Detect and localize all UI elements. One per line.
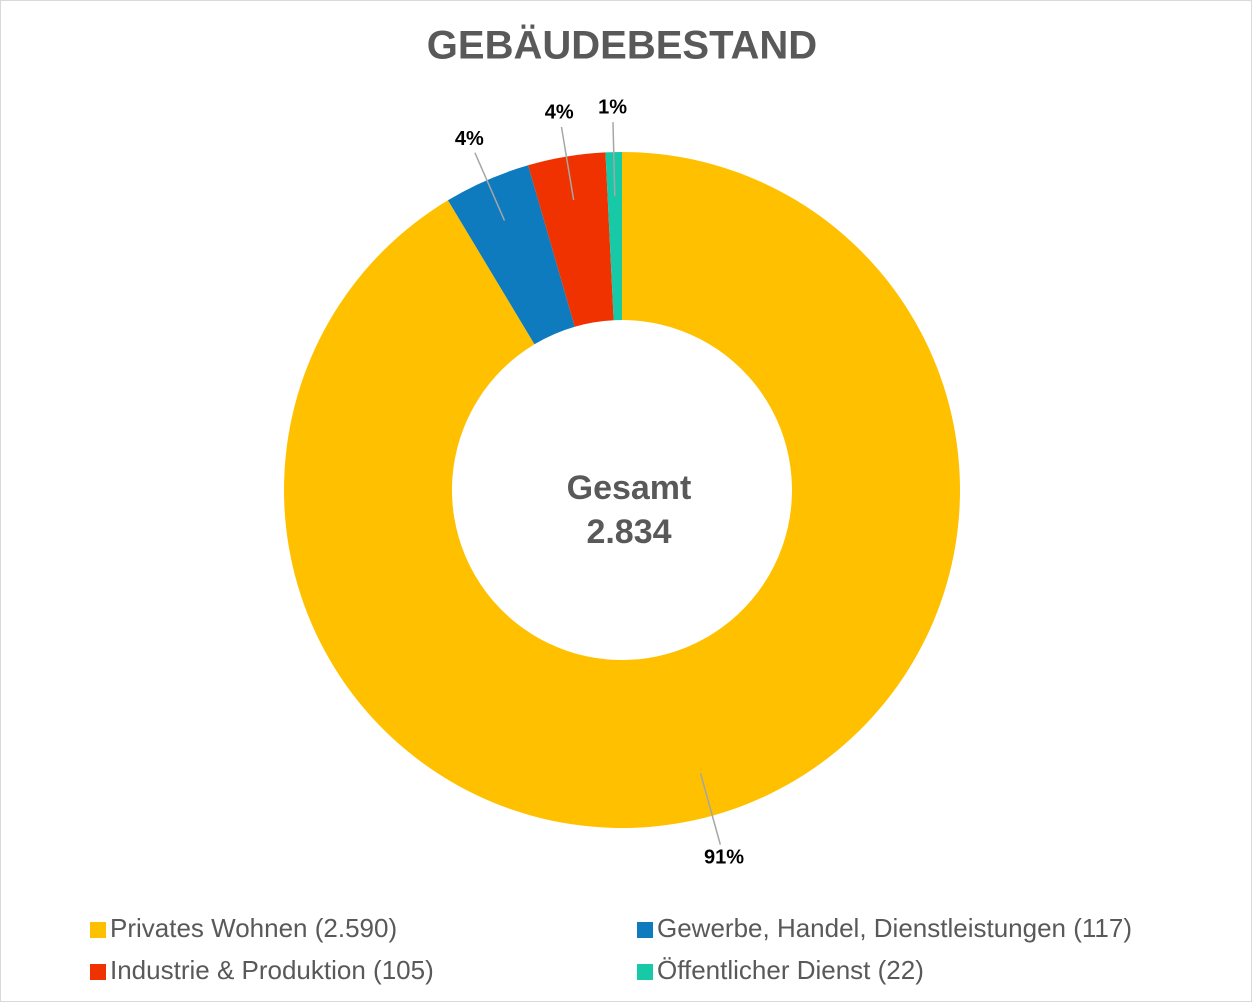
chart-title: GEBÄUDEBESTAND [427,24,817,68]
legend-swatch [637,964,653,980]
center-label: Gesamt [567,469,692,507]
slice [447,165,575,345]
legend-label: Gewerbe, Handel, Dienstleistungen (117) [657,913,1132,943]
legend-label: Privates Wohnen (2.590) [110,913,397,943]
leader-line [474,152,506,221]
data-label: 91% [704,846,744,868]
slice [528,152,614,327]
leader-line [699,773,722,845]
center-value: 2.834 [586,513,671,551]
legend-swatch [637,922,653,938]
data-label: 4% [455,128,484,150]
legend-label: Industrie & Produktion (105) [110,955,434,985]
legend-swatch [90,964,106,980]
legend-swatch [90,922,106,938]
data-label: 1% [598,96,627,118]
slice [605,152,622,321]
data-label: 4% [545,101,574,123]
leader-line [560,126,575,201]
legend-label: Öffentlicher Dienst (22) [657,955,924,985]
slice [284,152,960,828]
leader-line [612,122,616,197]
